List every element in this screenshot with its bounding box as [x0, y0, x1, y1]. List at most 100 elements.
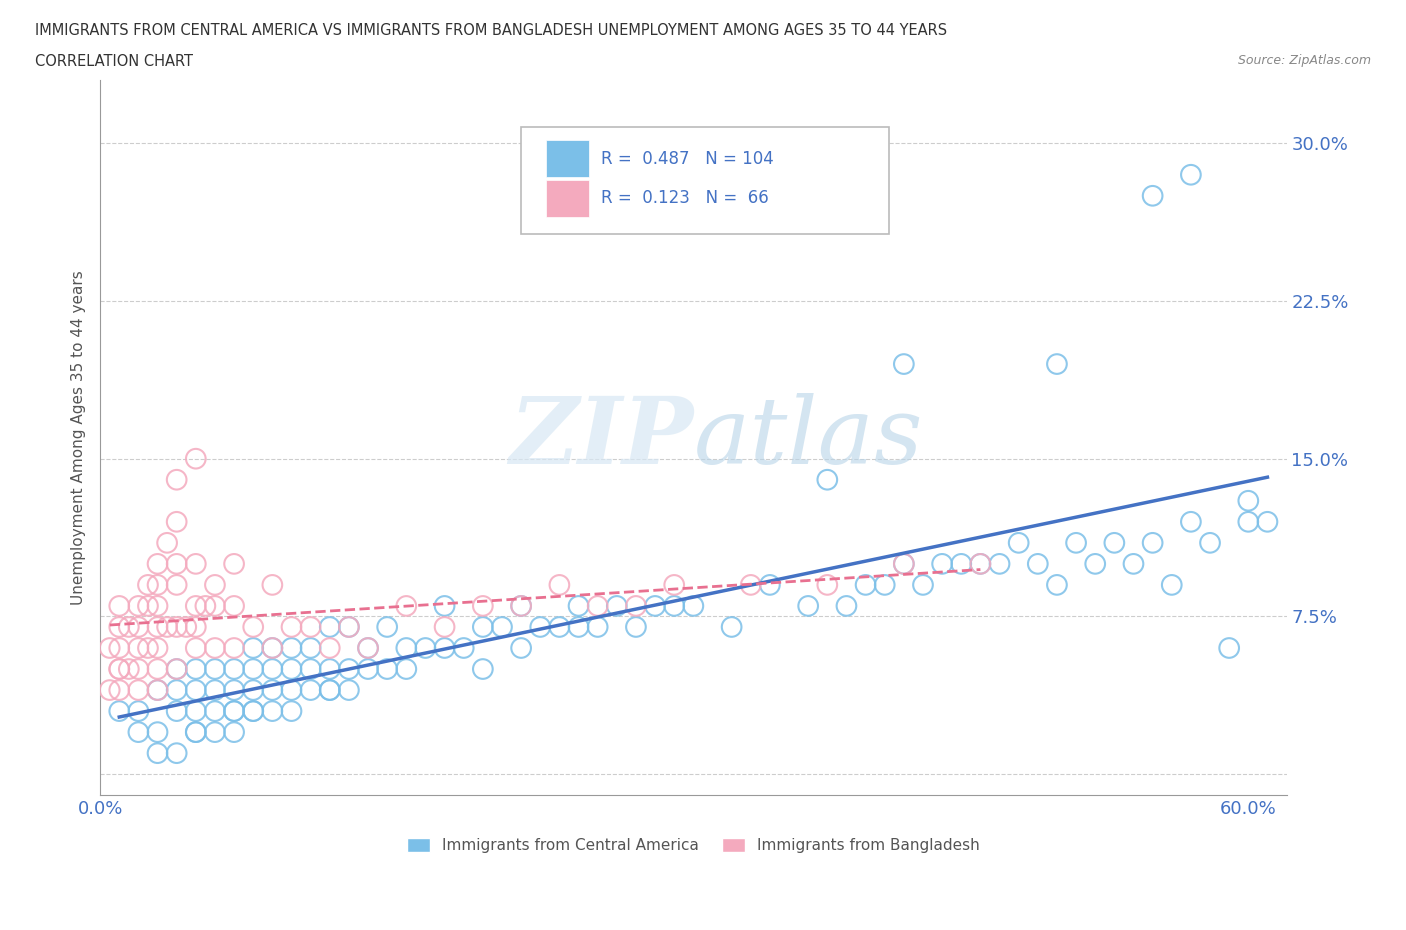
Point	[471, 599, 494, 614]
Point	[204, 599, 226, 614]
Point	[174, 619, 197, 634]
Point	[433, 641, 456, 656]
Point	[222, 641, 245, 656]
Point	[146, 661, 169, 676]
Point	[262, 641, 284, 656]
Point	[108, 704, 131, 719]
Point	[166, 472, 188, 487]
Point	[146, 578, 169, 592]
Point	[740, 578, 762, 592]
Point	[357, 641, 380, 656]
Point	[1026, 556, 1049, 571]
Point	[510, 599, 533, 614]
Point	[471, 661, 494, 676]
Point	[204, 704, 226, 719]
Point	[664, 599, 686, 614]
Point	[433, 619, 456, 634]
Point	[222, 683, 245, 698]
Point	[118, 661, 141, 676]
Point	[166, 661, 188, 676]
Point	[893, 356, 915, 371]
Point	[127, 704, 149, 719]
Point	[1064, 536, 1087, 551]
Point	[969, 556, 991, 571]
Point	[606, 599, 628, 614]
Point	[136, 599, 159, 614]
Point	[759, 578, 782, 592]
Point	[98, 641, 121, 656]
Point	[1142, 189, 1164, 204]
Point	[194, 599, 217, 614]
Text: R =  0.123   N =  66: R = 0.123 N = 66	[600, 189, 769, 207]
Point	[1046, 578, 1069, 592]
Point	[375, 619, 398, 634]
Point	[146, 556, 169, 571]
FancyBboxPatch shape	[547, 140, 589, 178]
Point	[1008, 536, 1031, 551]
Point	[337, 661, 360, 676]
Point	[988, 556, 1011, 571]
Point	[299, 683, 322, 698]
Point	[1218, 641, 1240, 656]
Point	[1122, 556, 1144, 571]
Point	[337, 619, 360, 634]
Point	[1084, 556, 1107, 571]
Point	[395, 661, 418, 676]
Point	[184, 704, 207, 719]
Point	[453, 641, 475, 656]
Point	[510, 599, 533, 614]
Point	[1142, 536, 1164, 551]
Point	[586, 599, 609, 614]
Point	[299, 661, 322, 676]
Point	[491, 619, 513, 634]
Point	[166, 683, 188, 698]
Point	[242, 704, 264, 719]
Point	[184, 683, 207, 698]
Point	[136, 578, 159, 592]
Point	[127, 724, 149, 739]
Point	[969, 556, 991, 571]
Point	[510, 641, 533, 656]
Point	[395, 599, 418, 614]
Point	[184, 724, 207, 739]
Point	[262, 578, 284, 592]
Point	[108, 683, 131, 698]
Legend: Immigrants from Central America, Immigrants from Bangladesh: Immigrants from Central America, Immigra…	[401, 831, 986, 859]
Point	[242, 661, 264, 676]
Point	[280, 661, 302, 676]
Point	[166, 619, 188, 634]
Point	[375, 661, 398, 676]
Point	[815, 578, 838, 592]
Point	[299, 641, 322, 656]
Point	[1237, 493, 1260, 508]
Point	[357, 641, 380, 656]
Point	[1237, 514, 1260, 529]
Point	[911, 578, 934, 592]
Point	[184, 599, 207, 614]
Point	[357, 661, 380, 676]
Point	[1199, 536, 1222, 551]
Point	[146, 641, 169, 656]
Point	[108, 661, 131, 676]
Point	[262, 704, 284, 719]
Text: atlas: atlas	[693, 392, 922, 483]
Y-axis label: Unemployment Among Ages 35 to 44 years: Unemployment Among Ages 35 to 44 years	[72, 271, 86, 605]
Point	[931, 556, 953, 571]
Point	[319, 683, 342, 698]
Point	[242, 683, 264, 698]
Point	[204, 578, 226, 592]
Point	[319, 641, 342, 656]
Point	[242, 619, 264, 634]
Point	[127, 641, 149, 656]
Point	[815, 472, 838, 487]
Point	[146, 619, 169, 634]
Point	[222, 704, 245, 719]
Point	[204, 683, 226, 698]
Point	[337, 619, 360, 634]
Point	[166, 578, 188, 592]
Point	[280, 683, 302, 698]
Point	[299, 619, 322, 634]
Point	[835, 599, 858, 614]
Point	[146, 724, 169, 739]
Point	[156, 536, 179, 551]
